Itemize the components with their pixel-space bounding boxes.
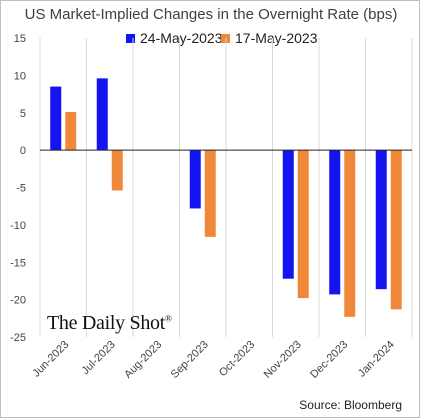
bar-series-2-Dec-2023 xyxy=(344,150,356,317)
legend-item-series-1: 24-May-2023 xyxy=(126,30,223,46)
x-tick-label: Oct-2023 xyxy=(217,339,257,379)
x-tick-label: Aug-2023 xyxy=(122,339,164,381)
x-tick-label: Jan-2024 xyxy=(356,339,397,380)
x-tick-label: Nov-2023 xyxy=(262,339,304,381)
y-tick-label: 5 xyxy=(20,108,26,120)
y-tick-label: -25 xyxy=(10,332,26,344)
bar-series-1-Jun-2023 xyxy=(50,86,62,151)
source-note: Source: Bloomberg xyxy=(299,398,402,412)
bar-series-2-Jul-2023 xyxy=(111,150,123,191)
bar-series-1-Jan-2024 xyxy=(375,150,387,290)
chart-title: US Market-Implied Changes in the Overnig… xyxy=(24,6,398,23)
y-tick-label: 0 xyxy=(20,145,26,157)
y-tick-label: 15 xyxy=(14,33,26,45)
y-tick-label: -20 xyxy=(10,295,26,307)
legend-label-series-2: 17-May-2023 xyxy=(235,30,318,46)
y-tick-label: -15 xyxy=(10,257,26,269)
x-tick-label: Sep-2023 xyxy=(169,339,211,381)
x-tick-label: Dec-2023 xyxy=(308,339,350,381)
bar-series-2-Nov-2023 xyxy=(297,150,309,299)
bar-series-2-Jun-2023 xyxy=(65,112,77,151)
watermark-logo: The Daily Shot® xyxy=(47,312,172,334)
y-tick-label: -10 xyxy=(10,220,26,232)
legend-swatch-series-1 xyxy=(126,33,135,43)
x-tick-label: Jun-2023 xyxy=(30,339,71,380)
bar-series-1-Dec-2023 xyxy=(329,150,341,295)
y-tick-label: 10 xyxy=(14,70,26,82)
bar-series-1-Nov-2023 xyxy=(282,150,294,279)
bar-series-1-Sep-2023 xyxy=(189,150,201,209)
y-tick-label: -5 xyxy=(16,183,26,195)
x-tick-label: Jul-2023 xyxy=(80,339,118,377)
bar-series-1-Jul-2023 xyxy=(96,78,108,151)
bar-series-2-Sep-2023 xyxy=(204,150,216,237)
bar-series-2-Jan-2024 xyxy=(390,150,402,310)
legend-label-series-1: 24-May-2023 xyxy=(140,30,223,46)
